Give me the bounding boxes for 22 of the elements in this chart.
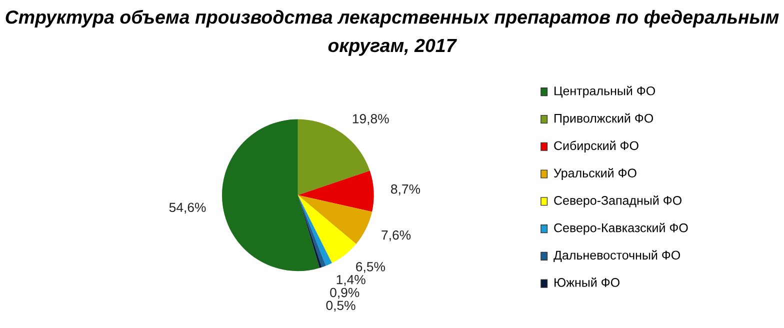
pie-slice xyxy=(298,195,356,264)
data-label: 54,6% xyxy=(169,202,206,214)
data-label: 6,5% xyxy=(356,262,386,273)
data-label: 8,7% xyxy=(391,184,420,196)
legend-label: Дальневосточный ФО xyxy=(554,250,680,262)
legend-label: Приволжский ФО xyxy=(554,113,654,126)
data-label: 19,8% xyxy=(352,114,389,125)
data-label: 7,6% xyxy=(382,230,411,242)
pie-slice xyxy=(298,170,374,212)
pie-slice xyxy=(298,195,332,266)
legend-label: Южный ФО xyxy=(554,278,620,287)
legend-label: Уральский ФО xyxy=(554,168,636,180)
pie-slice xyxy=(298,195,372,244)
chart-title: Структура объема производства лекарственных препаратов по федеральным округам, 2017 xyxy=(6,10,779,56)
pie-slice xyxy=(222,119,320,272)
legend-label: Сибирский ФО xyxy=(554,140,638,153)
data-label: 1,4% xyxy=(336,275,366,286)
legend-label: Северо-Западный ФО xyxy=(554,195,682,208)
legend-label: Центральный ФО xyxy=(554,86,656,98)
data-label: 0,9% xyxy=(330,288,360,299)
data-label: 0,5% xyxy=(326,300,356,312)
legend-label: Северо-Кавказский ФО xyxy=(554,222,688,235)
